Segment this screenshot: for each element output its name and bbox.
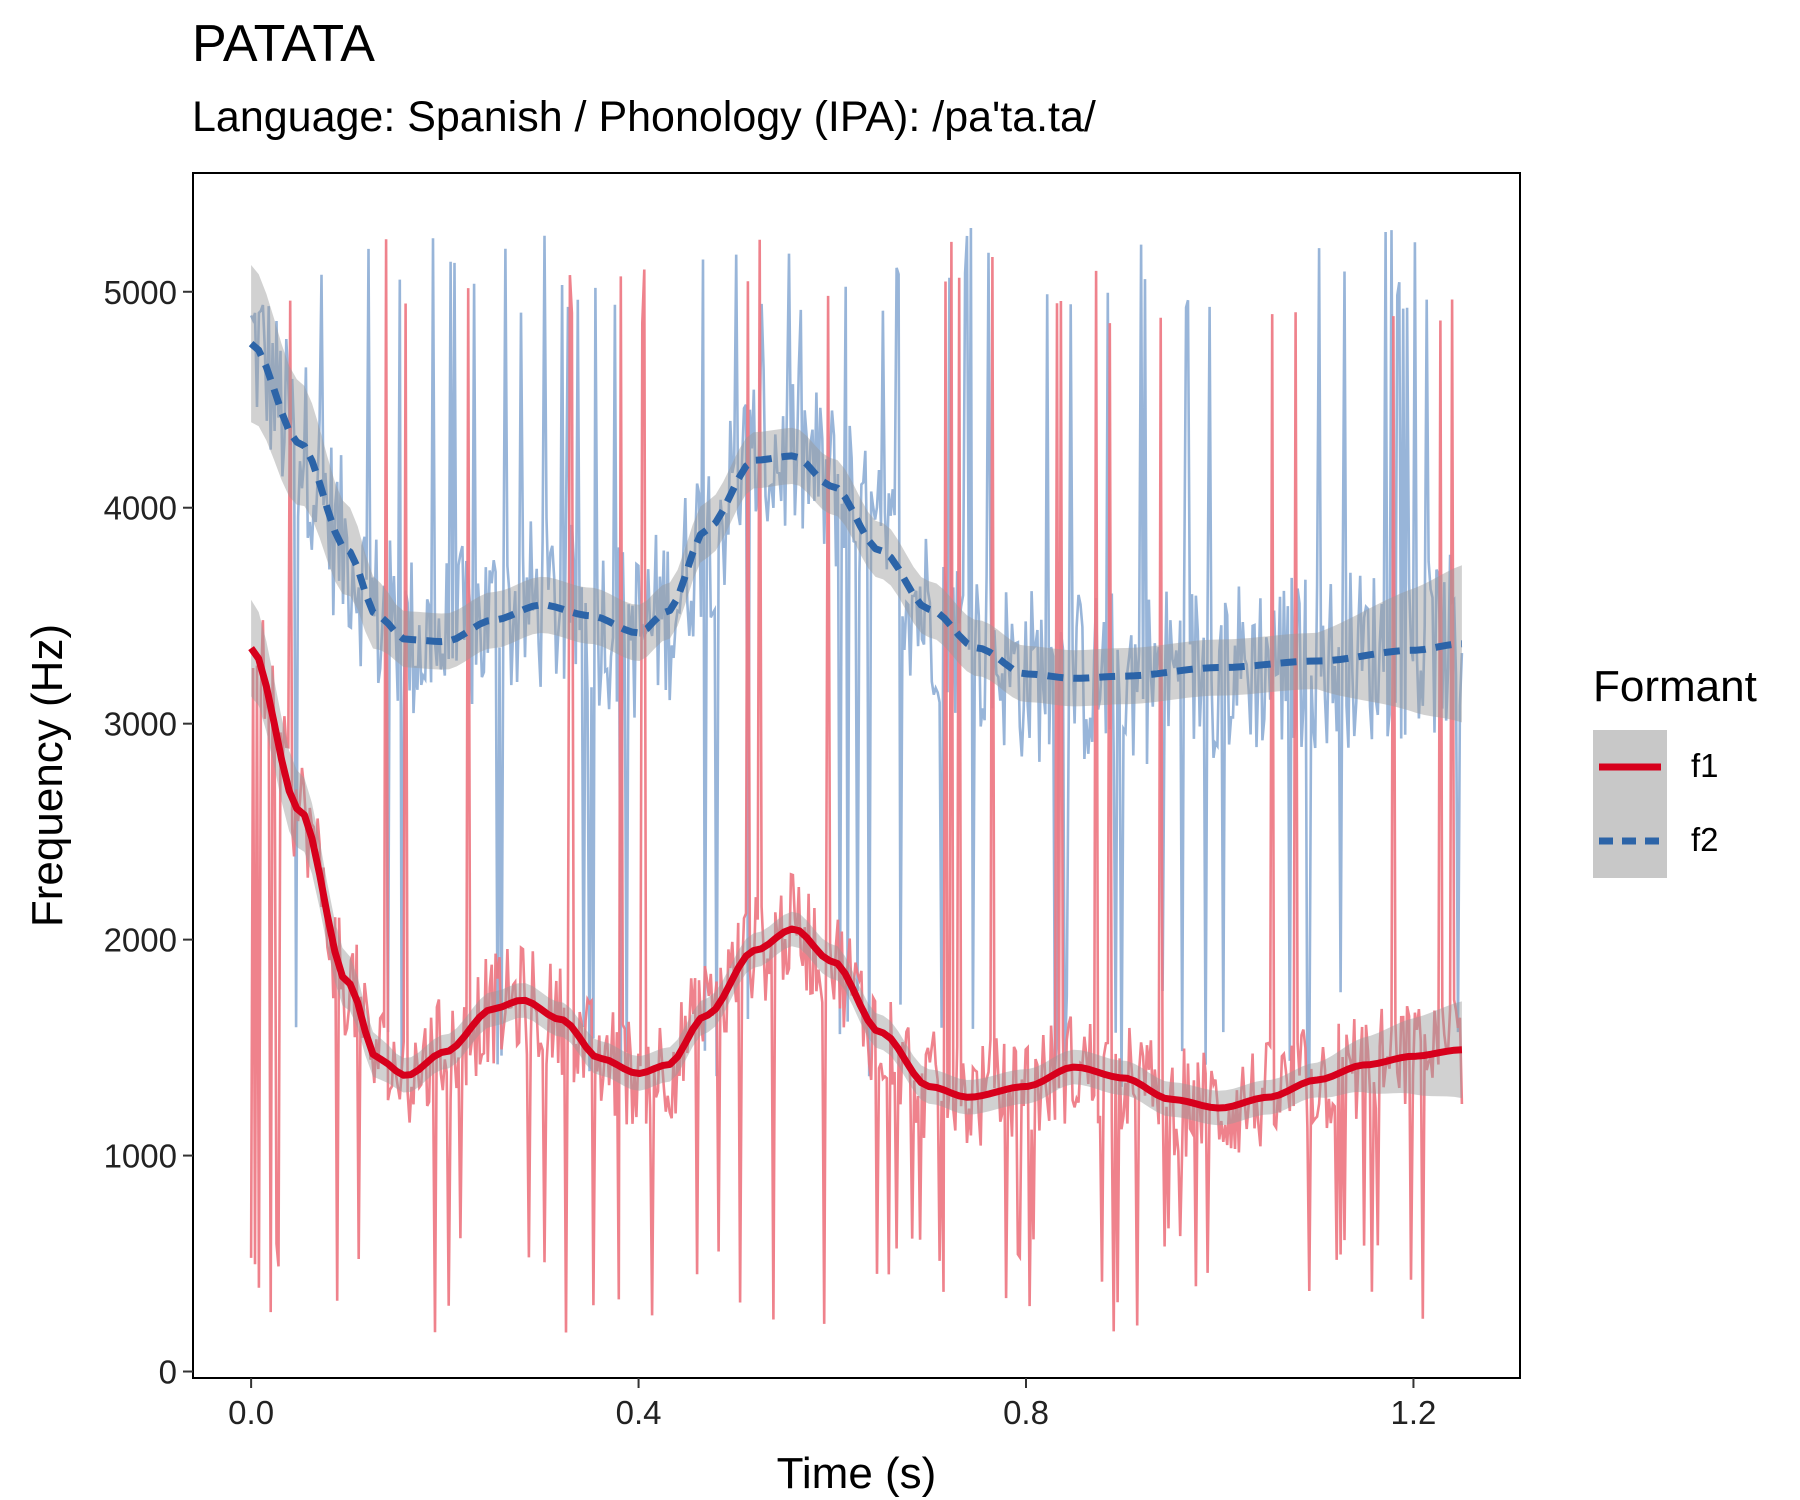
chart-title: PATATA: [192, 15, 375, 73]
legend-key-f1: [1593, 730, 1667, 804]
axes: 0.0 0.4 0.8 1.2 0 1000 2000 3000 4000 5000: [104, 274, 1437, 1431]
x-tick-label: 0.0: [228, 1394, 274, 1431]
x-axis-title: Time (s): [777, 1449, 937, 1498]
y-tick-label: 0: [159, 1354, 177, 1391]
y-tick-label: 4000: [104, 490, 177, 527]
raw-formant-tracks: [249, 227, 1464, 1333]
x-tick-label: 0.4: [616, 1394, 662, 1431]
legend-title: Formant: [1593, 662, 1757, 711]
legend: Formant f1 f2: [1593, 662, 1793, 878]
plot-panel-border: [192, 172, 1521, 1379]
legend-item-f1: f1: [1593, 730, 1793, 804]
y-tick-label: 2000: [104, 922, 177, 959]
x-tick-label: 1.2: [1391, 1394, 1437, 1431]
y-tick-label: 1000: [104, 1138, 177, 1175]
x-tick-label: 0.8: [1003, 1394, 1049, 1431]
chart-subtitle: Language: Spanish / Phonology (IPA): /pa…: [192, 93, 1096, 141]
y-tick-label: 5000: [104, 274, 177, 311]
raw-track-f2: [249, 227, 1464, 1087]
legend-key-f2: [1593, 804, 1667, 878]
smooth-line-f2: [248, 340, 1463, 682]
smooth-line-f1: [248, 646, 1463, 1112]
legend-label-f2: f2: [1691, 821, 1719, 858]
y-axis-title: Frequency (Hz): [23, 624, 72, 927]
legend-item-f2: f2: [1593, 804, 1793, 878]
legend-label-f1: f1: [1691, 747, 1719, 784]
smoothed-curves: [248, 340, 1463, 1112]
y-tick-label: 3000: [104, 706, 177, 743]
raw-track-f1: [249, 239, 1464, 1333]
